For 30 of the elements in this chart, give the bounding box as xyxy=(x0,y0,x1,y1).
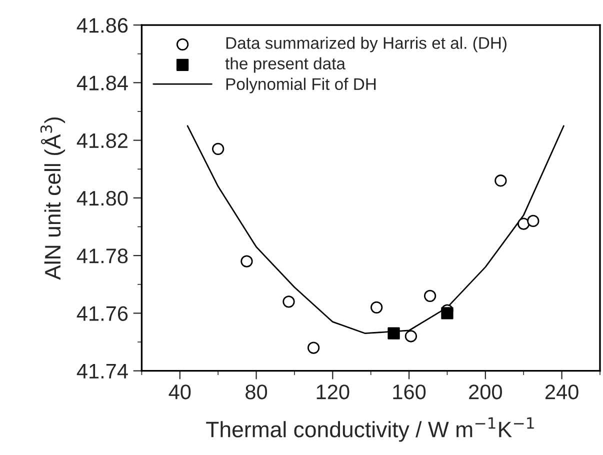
x-tick-label: 160 xyxy=(393,384,426,400)
x-tick-label: 240 xyxy=(545,384,578,400)
legend-label: Polynomial Fit of DH xyxy=(226,78,376,94)
point xyxy=(307,342,320,354)
point xyxy=(404,330,418,342)
point xyxy=(388,327,400,340)
x-tick-label: 200 xyxy=(469,384,502,400)
point xyxy=(518,218,530,230)
y-axis-title: AlN unit cell (Å$^{3}$) xyxy=(40,117,66,280)
point xyxy=(424,290,436,302)
x-tick-label: 120 xyxy=(316,384,350,400)
y-tick-label: 41.74 xyxy=(76,364,128,378)
x-tick-label: 80 xyxy=(246,384,268,400)
point xyxy=(441,307,454,320)
point xyxy=(240,255,253,268)
y-tick-label: 41.78 xyxy=(76,248,128,264)
x-axis-title: Thermal conductivity / W m$^{−1}$K$^{−1}$ xyxy=(206,417,534,442)
point xyxy=(370,301,383,314)
y-tick-label: 41.86 xyxy=(76,18,128,33)
point xyxy=(212,142,224,156)
x-tick-label: 40 xyxy=(168,384,191,400)
legend-label: Data summarized by Harris et al. (DH) xyxy=(226,36,506,52)
point xyxy=(527,214,540,228)
y-tick-label: 41.76 xyxy=(76,306,128,321)
y-tick-label: 41.82 xyxy=(76,133,128,148)
y-tick-label: 41.80 xyxy=(76,190,128,206)
point xyxy=(494,174,507,187)
legend-label: the present data xyxy=(225,57,346,73)
y-tick-label: 41.84 xyxy=(76,76,128,90)
point xyxy=(282,296,295,308)
